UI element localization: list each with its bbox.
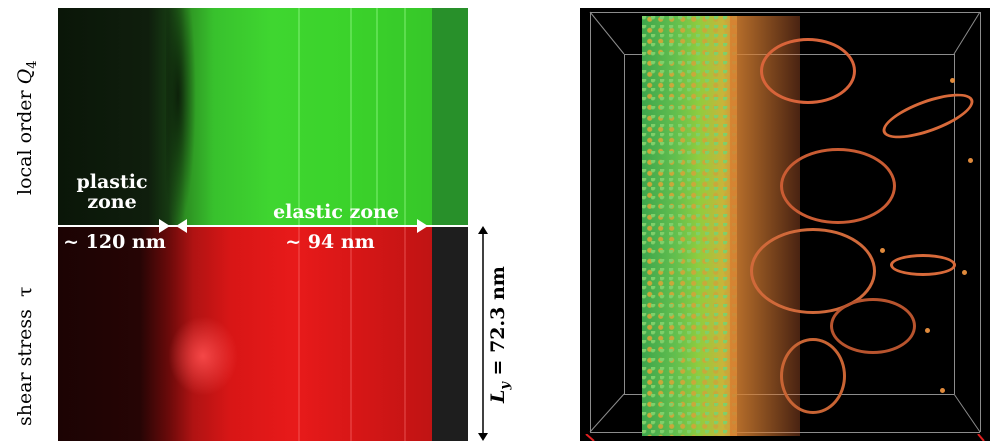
zone-divider-line [58, 225, 468, 227]
box-perspective-lines [589, 11, 981, 433]
boundary-strip-bottom [432, 226, 468, 441]
defect-loop [750, 228, 876, 314]
local-order-map [58, 8, 468, 226]
shear-stress-map [58, 226, 468, 441]
stress-hotspot [168, 316, 238, 396]
red-band [404, 226, 406, 441]
box-edge [590, 12, 980, 13]
shear-stress-axis-label: shear stress τ [14, 286, 36, 426]
defect-atom [962, 270, 967, 275]
crystalline-region [642, 16, 737, 436]
plastic-front-shadow [166, 8, 196, 226]
red-band [298, 226, 300, 441]
defect-loop [830, 298, 916, 354]
elastic-zone-size: ~ 94 nm [285, 231, 375, 253]
defect-loop [890, 254, 956, 276]
defect-loop [780, 148, 896, 224]
ly-dimension-arrow [478, 226, 488, 441]
atomistic-snapshot [580, 8, 990, 441]
box-edge [590, 12, 591, 432]
elastic-zone-label: elastic zone [273, 201, 399, 223]
green-band [404, 8, 406, 226]
defect-atom [925, 328, 930, 333]
box-edge-inner [624, 54, 625, 394]
bottom-axis-marks [585, 434, 985, 441]
arrow-left-icon [176, 219, 187, 233]
defect-atom [950, 78, 955, 83]
boundary-strip-top [432, 8, 468, 226]
defect-loop [780, 338, 846, 414]
plastic-zone-size: ~ 120 nm [63, 231, 166, 253]
defect-atom [880, 248, 885, 253]
green-band [298, 8, 300, 226]
arrow-right-icon [159, 219, 170, 233]
green-band [350, 8, 352, 226]
defect-atom [968, 158, 973, 163]
box-edge-inner [954, 54, 955, 394]
plastic-zone-label: plastic zone [76, 171, 148, 213]
left-panel [58, 8, 468, 441]
green-band [376, 8, 378, 226]
ly-label: Ly = 72.3 nm [487, 266, 513, 403]
defect-loop [760, 38, 856, 104]
box-edge [980, 12, 981, 432]
local-order-axis-label: local order Q4 [14, 60, 40, 195]
defect-atom [940, 388, 945, 393]
arrow-right-icon [417, 219, 428, 233]
red-band [350, 226, 352, 441]
